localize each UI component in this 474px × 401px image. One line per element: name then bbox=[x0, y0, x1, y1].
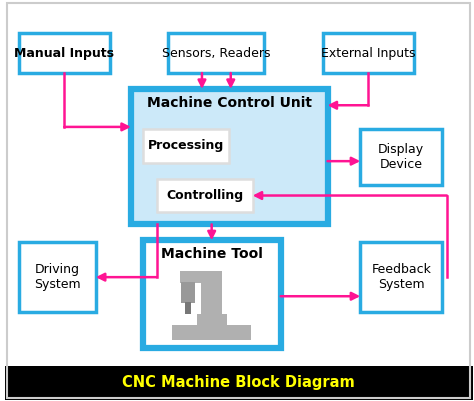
Text: Machine Control Unit: Machine Control Unit bbox=[147, 96, 312, 110]
Text: Machine Tool: Machine Tool bbox=[161, 247, 263, 261]
Bar bbox=[201, 275, 222, 315]
FancyBboxPatch shape bbox=[131, 89, 328, 225]
Bar bbox=[180, 271, 222, 283]
Text: External Inputs: External Inputs bbox=[321, 47, 416, 60]
FancyBboxPatch shape bbox=[168, 33, 264, 73]
FancyBboxPatch shape bbox=[157, 178, 253, 213]
FancyBboxPatch shape bbox=[323, 33, 414, 73]
Text: Sensors, Readers: Sensors, Readers bbox=[162, 47, 271, 60]
Text: Processing: Processing bbox=[148, 139, 224, 152]
FancyBboxPatch shape bbox=[5, 366, 473, 400]
FancyBboxPatch shape bbox=[360, 242, 442, 312]
Text: Manual Inputs: Manual Inputs bbox=[14, 47, 114, 60]
FancyBboxPatch shape bbox=[18, 33, 110, 73]
Bar bbox=[181, 282, 195, 303]
Text: Feedback
System: Feedback System bbox=[371, 263, 431, 291]
FancyBboxPatch shape bbox=[360, 129, 442, 184]
Bar bbox=[172, 325, 251, 340]
FancyBboxPatch shape bbox=[143, 240, 281, 348]
Text: Display
Device: Display Device bbox=[378, 143, 424, 171]
FancyBboxPatch shape bbox=[18, 242, 96, 312]
Text: Driving
System: Driving System bbox=[34, 263, 81, 291]
Text: Controlling: Controlling bbox=[166, 189, 243, 202]
Bar bbox=[184, 302, 191, 314]
Bar bbox=[197, 314, 227, 325]
FancyBboxPatch shape bbox=[143, 129, 229, 163]
Text: CNC Machine Block Diagram: CNC Machine Block Diagram bbox=[122, 375, 355, 390]
